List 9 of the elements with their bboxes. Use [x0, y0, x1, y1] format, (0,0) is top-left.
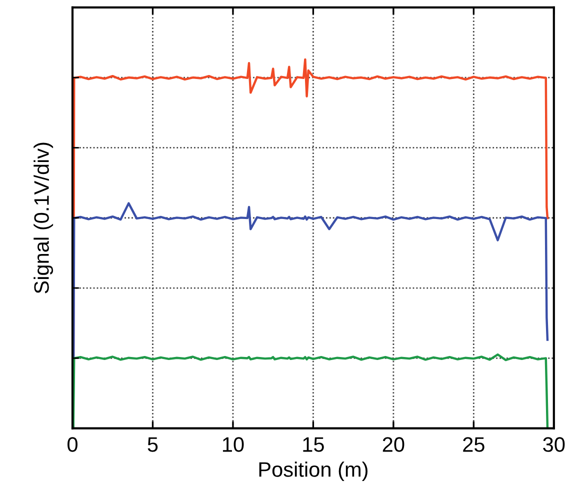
x-tick-label: 30	[543, 437, 565, 452]
y-axis-title: Signal (0.1V/div)	[34, 142, 54, 294]
x-tick-label: 15	[303, 437, 324, 452]
x-axis-title: Position (m)	[259, 462, 368, 481]
x-tick-label: 10	[222, 437, 244, 452]
x-tick-label: 0	[68, 437, 78, 452]
x-tick-label: 25	[463, 437, 484, 452]
x-tick-label: 20	[382, 437, 404, 452]
x-tick-label: 5	[148, 437, 158, 452]
